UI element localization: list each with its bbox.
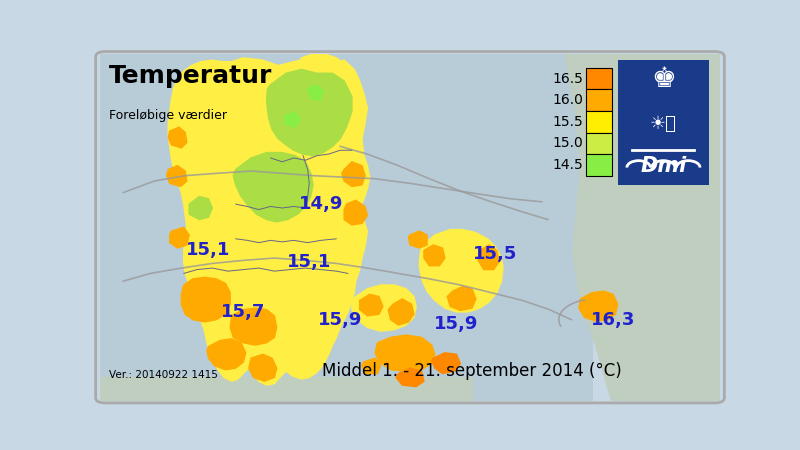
Polygon shape bbox=[352, 285, 416, 331]
Text: Temperatur: Temperatur bbox=[110, 64, 273, 88]
Bar bbox=[586, 133, 611, 154]
Polygon shape bbox=[447, 287, 476, 310]
Text: 14.5: 14.5 bbox=[552, 158, 583, 172]
Polygon shape bbox=[360, 294, 383, 316]
Bar bbox=[586, 111, 611, 133]
Text: ♚: ♚ bbox=[651, 65, 676, 93]
Text: ☀⛅: ☀⛅ bbox=[650, 115, 677, 133]
Text: 15.0: 15.0 bbox=[552, 136, 583, 150]
Polygon shape bbox=[168, 58, 370, 385]
Text: 15,1: 15,1 bbox=[186, 241, 230, 259]
Polygon shape bbox=[478, 245, 499, 270]
Polygon shape bbox=[166, 166, 187, 186]
Polygon shape bbox=[424, 245, 445, 266]
Polygon shape bbox=[285, 112, 300, 127]
Polygon shape bbox=[266, 69, 352, 156]
Polygon shape bbox=[565, 54, 720, 400]
Polygon shape bbox=[298, 54, 354, 130]
Text: 16.0: 16.0 bbox=[552, 93, 583, 107]
Polygon shape bbox=[168, 127, 187, 148]
Polygon shape bbox=[249, 354, 277, 381]
Polygon shape bbox=[344, 200, 367, 225]
Text: 14,9: 14,9 bbox=[298, 195, 343, 213]
Text: 16,3: 16,3 bbox=[591, 310, 635, 328]
Text: Dmi: Dmi bbox=[640, 156, 686, 176]
Text: 15,1: 15,1 bbox=[287, 253, 331, 271]
Polygon shape bbox=[189, 197, 212, 220]
Polygon shape bbox=[396, 368, 424, 387]
Polygon shape bbox=[207, 339, 246, 370]
Polygon shape bbox=[230, 308, 277, 345]
Polygon shape bbox=[409, 231, 427, 248]
Polygon shape bbox=[388, 299, 414, 325]
Polygon shape bbox=[308, 85, 323, 100]
Polygon shape bbox=[342, 162, 365, 186]
Polygon shape bbox=[579, 291, 618, 321]
Text: 15,9: 15,9 bbox=[434, 315, 478, 333]
Text: Ver.: 20140922 1415: Ver.: 20140922 1415 bbox=[110, 370, 218, 380]
Text: Foreløbige værdier: Foreløbige værdier bbox=[110, 109, 227, 122]
Polygon shape bbox=[375, 335, 435, 371]
Text: 15.5: 15.5 bbox=[552, 115, 583, 129]
Polygon shape bbox=[234, 153, 313, 222]
Bar bbox=[586, 154, 611, 176]
Bar bbox=[586, 68, 611, 90]
Text: Middel 1. - 21. september 2014 (°C): Middel 1. - 21. september 2014 (°C) bbox=[322, 362, 622, 380]
Bar bbox=[618, 60, 709, 185]
Polygon shape bbox=[362, 358, 381, 374]
Polygon shape bbox=[419, 230, 503, 312]
Polygon shape bbox=[182, 277, 230, 322]
Bar bbox=[100, 54, 593, 400]
Text: 15,9: 15,9 bbox=[318, 310, 362, 328]
Polygon shape bbox=[170, 227, 189, 248]
Polygon shape bbox=[100, 378, 472, 401]
Text: 15,5: 15,5 bbox=[473, 245, 518, 263]
FancyBboxPatch shape bbox=[96, 52, 724, 403]
Polygon shape bbox=[432, 353, 460, 374]
Bar bbox=[586, 90, 611, 111]
Text: 15,7: 15,7 bbox=[221, 303, 266, 321]
Text: 16.5: 16.5 bbox=[552, 72, 583, 86]
